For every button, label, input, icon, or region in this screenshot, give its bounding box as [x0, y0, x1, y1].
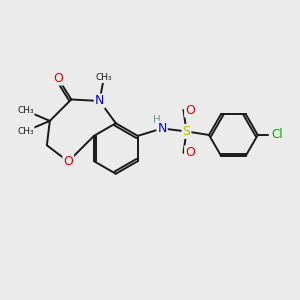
- Text: H: H: [153, 115, 160, 125]
- Text: O: O: [63, 155, 73, 168]
- Text: O: O: [185, 103, 195, 116]
- Text: O: O: [53, 72, 63, 85]
- Text: CH₃: CH₃: [17, 127, 34, 136]
- Text: O: O: [185, 146, 195, 159]
- Text: CH₃: CH₃: [17, 106, 34, 115]
- Text: N: N: [95, 94, 104, 107]
- Text: CH₃: CH₃: [96, 73, 112, 82]
- Text: S: S: [182, 125, 190, 138]
- Text: N: N: [158, 122, 167, 135]
- Text: Cl: Cl: [271, 128, 283, 142]
